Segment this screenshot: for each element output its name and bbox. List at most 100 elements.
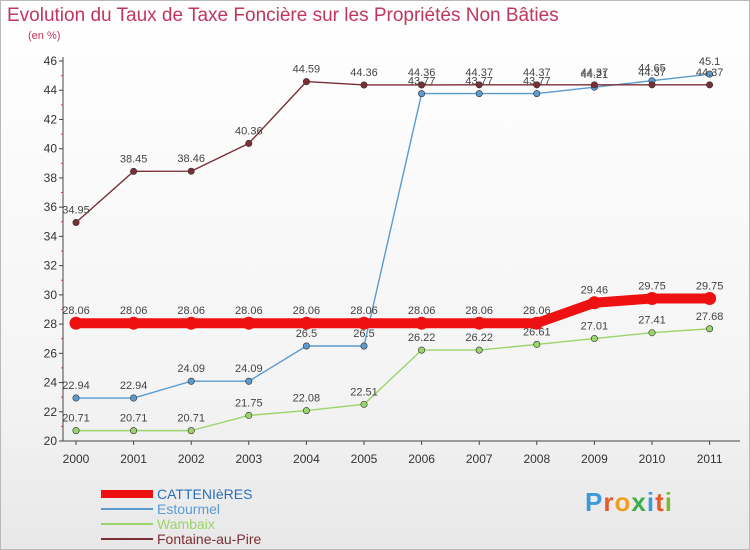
x-tick-label: 2002 [178, 452, 205, 466]
x-tick-label: 2010 [639, 452, 666, 466]
series-line [75, 80, 711, 224]
data-label: 28.06 [120, 305, 148, 317]
data-point [530, 316, 544, 330]
data-point [418, 90, 426, 98]
data-point [127, 316, 141, 330]
legend-label: Estourmel [157, 500, 221, 517]
data-label: 27.01 [581, 321, 609, 333]
data-label: 24.09 [235, 363, 263, 375]
x-tick-label: 2005 [351, 452, 378, 466]
data-label: 26.22 [465, 332, 493, 344]
legend: CATTENIèRES Estourmel Wambaix Fontaine-au-P… [101, 486, 262, 547]
data-label: 28.06 [465, 305, 493, 317]
x-tick-label: 2009 [581, 452, 608, 466]
data-label: 29.75 [696, 281, 724, 293]
y-tick-label: 20 [44, 434, 58, 448]
y-tick-label: 44 [44, 83, 58, 97]
data-label: 28.06 [408, 305, 436, 317]
data-point [184, 316, 198, 330]
data-point [130, 394, 138, 402]
legend-item: Fontaine-au-Pire [101, 530, 262, 547]
data-point [72, 394, 80, 402]
data-point [69, 316, 83, 330]
data-label: 40.36 [235, 125, 263, 137]
data-point [245, 411, 253, 419]
data-label: 44.59 [293, 64, 321, 76]
y-tick-label: 22 [44, 405, 58, 419]
data-label: 26.5 [353, 328, 374, 340]
y-tick-label: 32 [44, 259, 58, 273]
data-point [418, 81, 426, 89]
legend-swatch [101, 489, 153, 498]
data-label: 26.61 [523, 326, 551, 338]
data-point [590, 81, 598, 89]
data-point [360, 342, 368, 350]
series-line [75, 328, 711, 432]
y-tick-label: 34 [44, 229, 58, 243]
data-point [72, 219, 80, 227]
brand-letter: x [631, 487, 647, 517]
data-point [242, 316, 256, 330]
data-point [302, 78, 310, 86]
data-point [72, 427, 80, 435]
data-point [357, 316, 371, 330]
data-label: 44.36 [350, 67, 378, 79]
data-label: 34.95 [62, 205, 90, 217]
data-point [703, 292, 717, 305]
data-point [706, 325, 714, 333]
data-label: 44.36 [408, 67, 436, 79]
data-label: 21.75 [235, 397, 263, 409]
brand-letter: P [585, 487, 604, 517]
data-point [245, 139, 253, 147]
data-point [187, 167, 195, 175]
brand-letter: i [664, 487, 673, 517]
series-line [75, 73, 711, 399]
data-label: 20.71 [62, 413, 90, 425]
data-point [130, 427, 138, 435]
data-point [590, 335, 598, 343]
data-point [645, 292, 659, 305]
y-tick-label: 38 [44, 171, 58, 185]
x-tick-label: 2008 [523, 452, 550, 466]
data-label: 44.37 [465, 67, 493, 79]
data-point [706, 70, 714, 78]
brand-letter: r [603, 487, 615, 517]
data-label: 22.94 [62, 380, 90, 392]
data-label: 27.41 [638, 315, 666, 327]
data-point [130, 167, 138, 175]
y-tick-label: 42 [44, 112, 58, 126]
legend-label: Fontaine-au-Pire [157, 530, 262, 547]
data-point [475, 81, 483, 89]
legend-swatch [101, 507, 153, 510]
data-label: 26.5 [296, 328, 317, 340]
data-point [299, 316, 313, 330]
data-point [360, 81, 368, 89]
data-label: 27.68 [696, 311, 724, 323]
data-point [648, 81, 656, 89]
legend-item: Wambaix [101, 516, 261, 532]
data-label: 44.37 [638, 67, 666, 79]
chart-title: Evolution du Taux de Taxe Foncière sur l… [7, 5, 559, 26]
data-label: 28.06 [350, 305, 378, 317]
y-tick-label: 24 [44, 376, 58, 390]
data-label: 20.71 [177, 413, 205, 425]
data-label: 28.06 [235, 305, 263, 317]
legend-swatch [101, 522, 153, 525]
x-tick-label: 2000 [63, 452, 90, 466]
y-tick-label: 36 [44, 200, 58, 214]
y-tick-label: 28 [44, 317, 58, 331]
data-label: 44.65 [638, 63, 666, 75]
x-tick-label: 2006 [408, 452, 435, 466]
legend-swatch [101, 537, 153, 540]
data-label: 22.51 [350, 386, 378, 398]
data-label: 44.37 [523, 67, 551, 79]
data-label: 24.09 [177, 363, 205, 375]
data-point [415, 316, 429, 330]
data-label: 20.71 [120, 413, 148, 425]
y-tick-label: 40 [44, 142, 58, 156]
data-point [360, 400, 368, 408]
data-point [475, 346, 483, 354]
data-point [475, 90, 483, 98]
brand-letter: t [655, 487, 665, 517]
data-label: 29.46 [581, 285, 609, 297]
